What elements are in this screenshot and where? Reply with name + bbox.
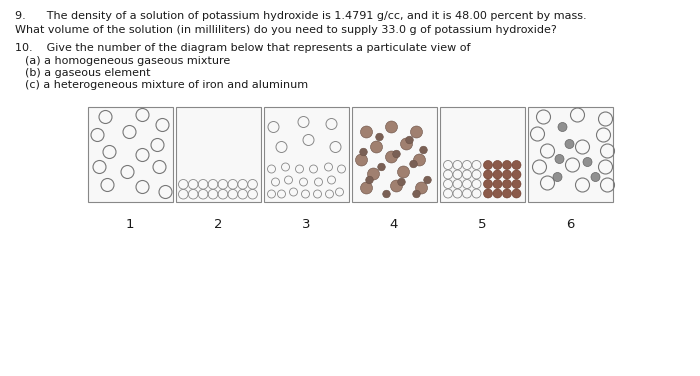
Circle shape — [400, 138, 412, 150]
Circle shape — [393, 150, 400, 158]
Bar — [263, 107, 349, 202]
Circle shape — [493, 189, 502, 198]
Circle shape — [360, 148, 368, 156]
Circle shape — [398, 178, 405, 186]
Circle shape — [376, 133, 384, 141]
Circle shape — [360, 182, 372, 194]
Circle shape — [383, 190, 391, 198]
Circle shape — [378, 163, 385, 171]
Circle shape — [360, 126, 372, 138]
Circle shape — [512, 161, 521, 170]
Circle shape — [553, 173, 562, 182]
Circle shape — [555, 155, 564, 164]
Text: 2: 2 — [214, 218, 223, 231]
Bar — [440, 107, 524, 202]
Circle shape — [503, 161, 512, 170]
Circle shape — [583, 158, 592, 167]
Circle shape — [386, 121, 398, 133]
Circle shape — [503, 170, 512, 179]
Bar — [528, 107, 612, 202]
Circle shape — [406, 136, 413, 144]
Circle shape — [503, 179, 512, 188]
Circle shape — [391, 180, 402, 192]
Circle shape — [558, 123, 567, 132]
Bar — [176, 107, 260, 202]
Circle shape — [368, 168, 379, 180]
Circle shape — [493, 170, 502, 179]
Bar — [351, 107, 437, 202]
Circle shape — [386, 151, 398, 163]
Text: 6: 6 — [566, 218, 574, 231]
Circle shape — [414, 154, 426, 166]
Text: (c) a heterogeneous mixture of iron and aluminum: (c) a heterogeneous mixture of iron and … — [25, 80, 308, 90]
Circle shape — [398, 166, 410, 178]
Circle shape — [413, 190, 420, 198]
Circle shape — [365, 176, 373, 184]
Circle shape — [503, 189, 512, 198]
Circle shape — [424, 176, 431, 184]
Text: 10.    Give the number of the diagram below that represents a particulate view o: 10. Give the number of the diagram below… — [15, 43, 470, 53]
Text: 4: 4 — [390, 218, 398, 231]
Text: (b) a gaseous element: (b) a gaseous element — [25, 68, 150, 78]
Text: What volume of the solution (in milliliters) do you need to supply 33.0 g of pot: What volume of the solution (in millilit… — [15, 25, 557, 35]
Circle shape — [410, 160, 417, 168]
Text: 1: 1 — [126, 218, 134, 231]
Circle shape — [493, 179, 502, 188]
Circle shape — [420, 146, 427, 154]
Circle shape — [591, 173, 600, 182]
Circle shape — [484, 179, 493, 188]
Circle shape — [370, 141, 382, 153]
Circle shape — [512, 189, 521, 198]
Text: (a) a homogeneous gaseous mixture: (a) a homogeneous gaseous mixture — [25, 56, 230, 66]
Circle shape — [410, 126, 423, 138]
Text: 9.      The density of a solution of potassium hydroxide is 1.4791 g/cc, and it : 9. The density of a solution of potassiu… — [15, 11, 587, 21]
Circle shape — [512, 170, 521, 179]
Circle shape — [484, 161, 493, 170]
Circle shape — [484, 170, 493, 179]
Circle shape — [356, 154, 368, 166]
Circle shape — [565, 139, 574, 149]
Text: 5: 5 — [477, 218, 486, 231]
Circle shape — [512, 179, 521, 188]
Circle shape — [416, 182, 428, 194]
Text: 3: 3 — [302, 218, 310, 231]
Circle shape — [493, 161, 502, 170]
Bar — [88, 107, 172, 202]
Circle shape — [484, 189, 493, 198]
